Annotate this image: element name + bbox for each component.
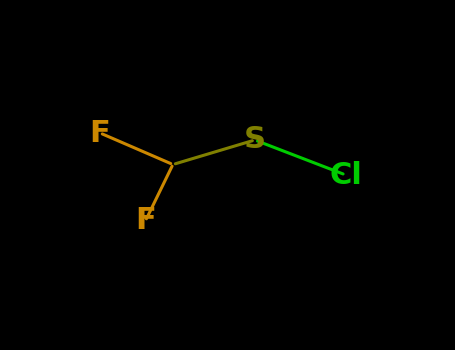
- Text: S: S: [244, 126, 266, 154]
- Text: F: F: [90, 119, 111, 147]
- Text: F: F: [135, 206, 156, 235]
- Text: Cl: Cl: [329, 161, 362, 189]
